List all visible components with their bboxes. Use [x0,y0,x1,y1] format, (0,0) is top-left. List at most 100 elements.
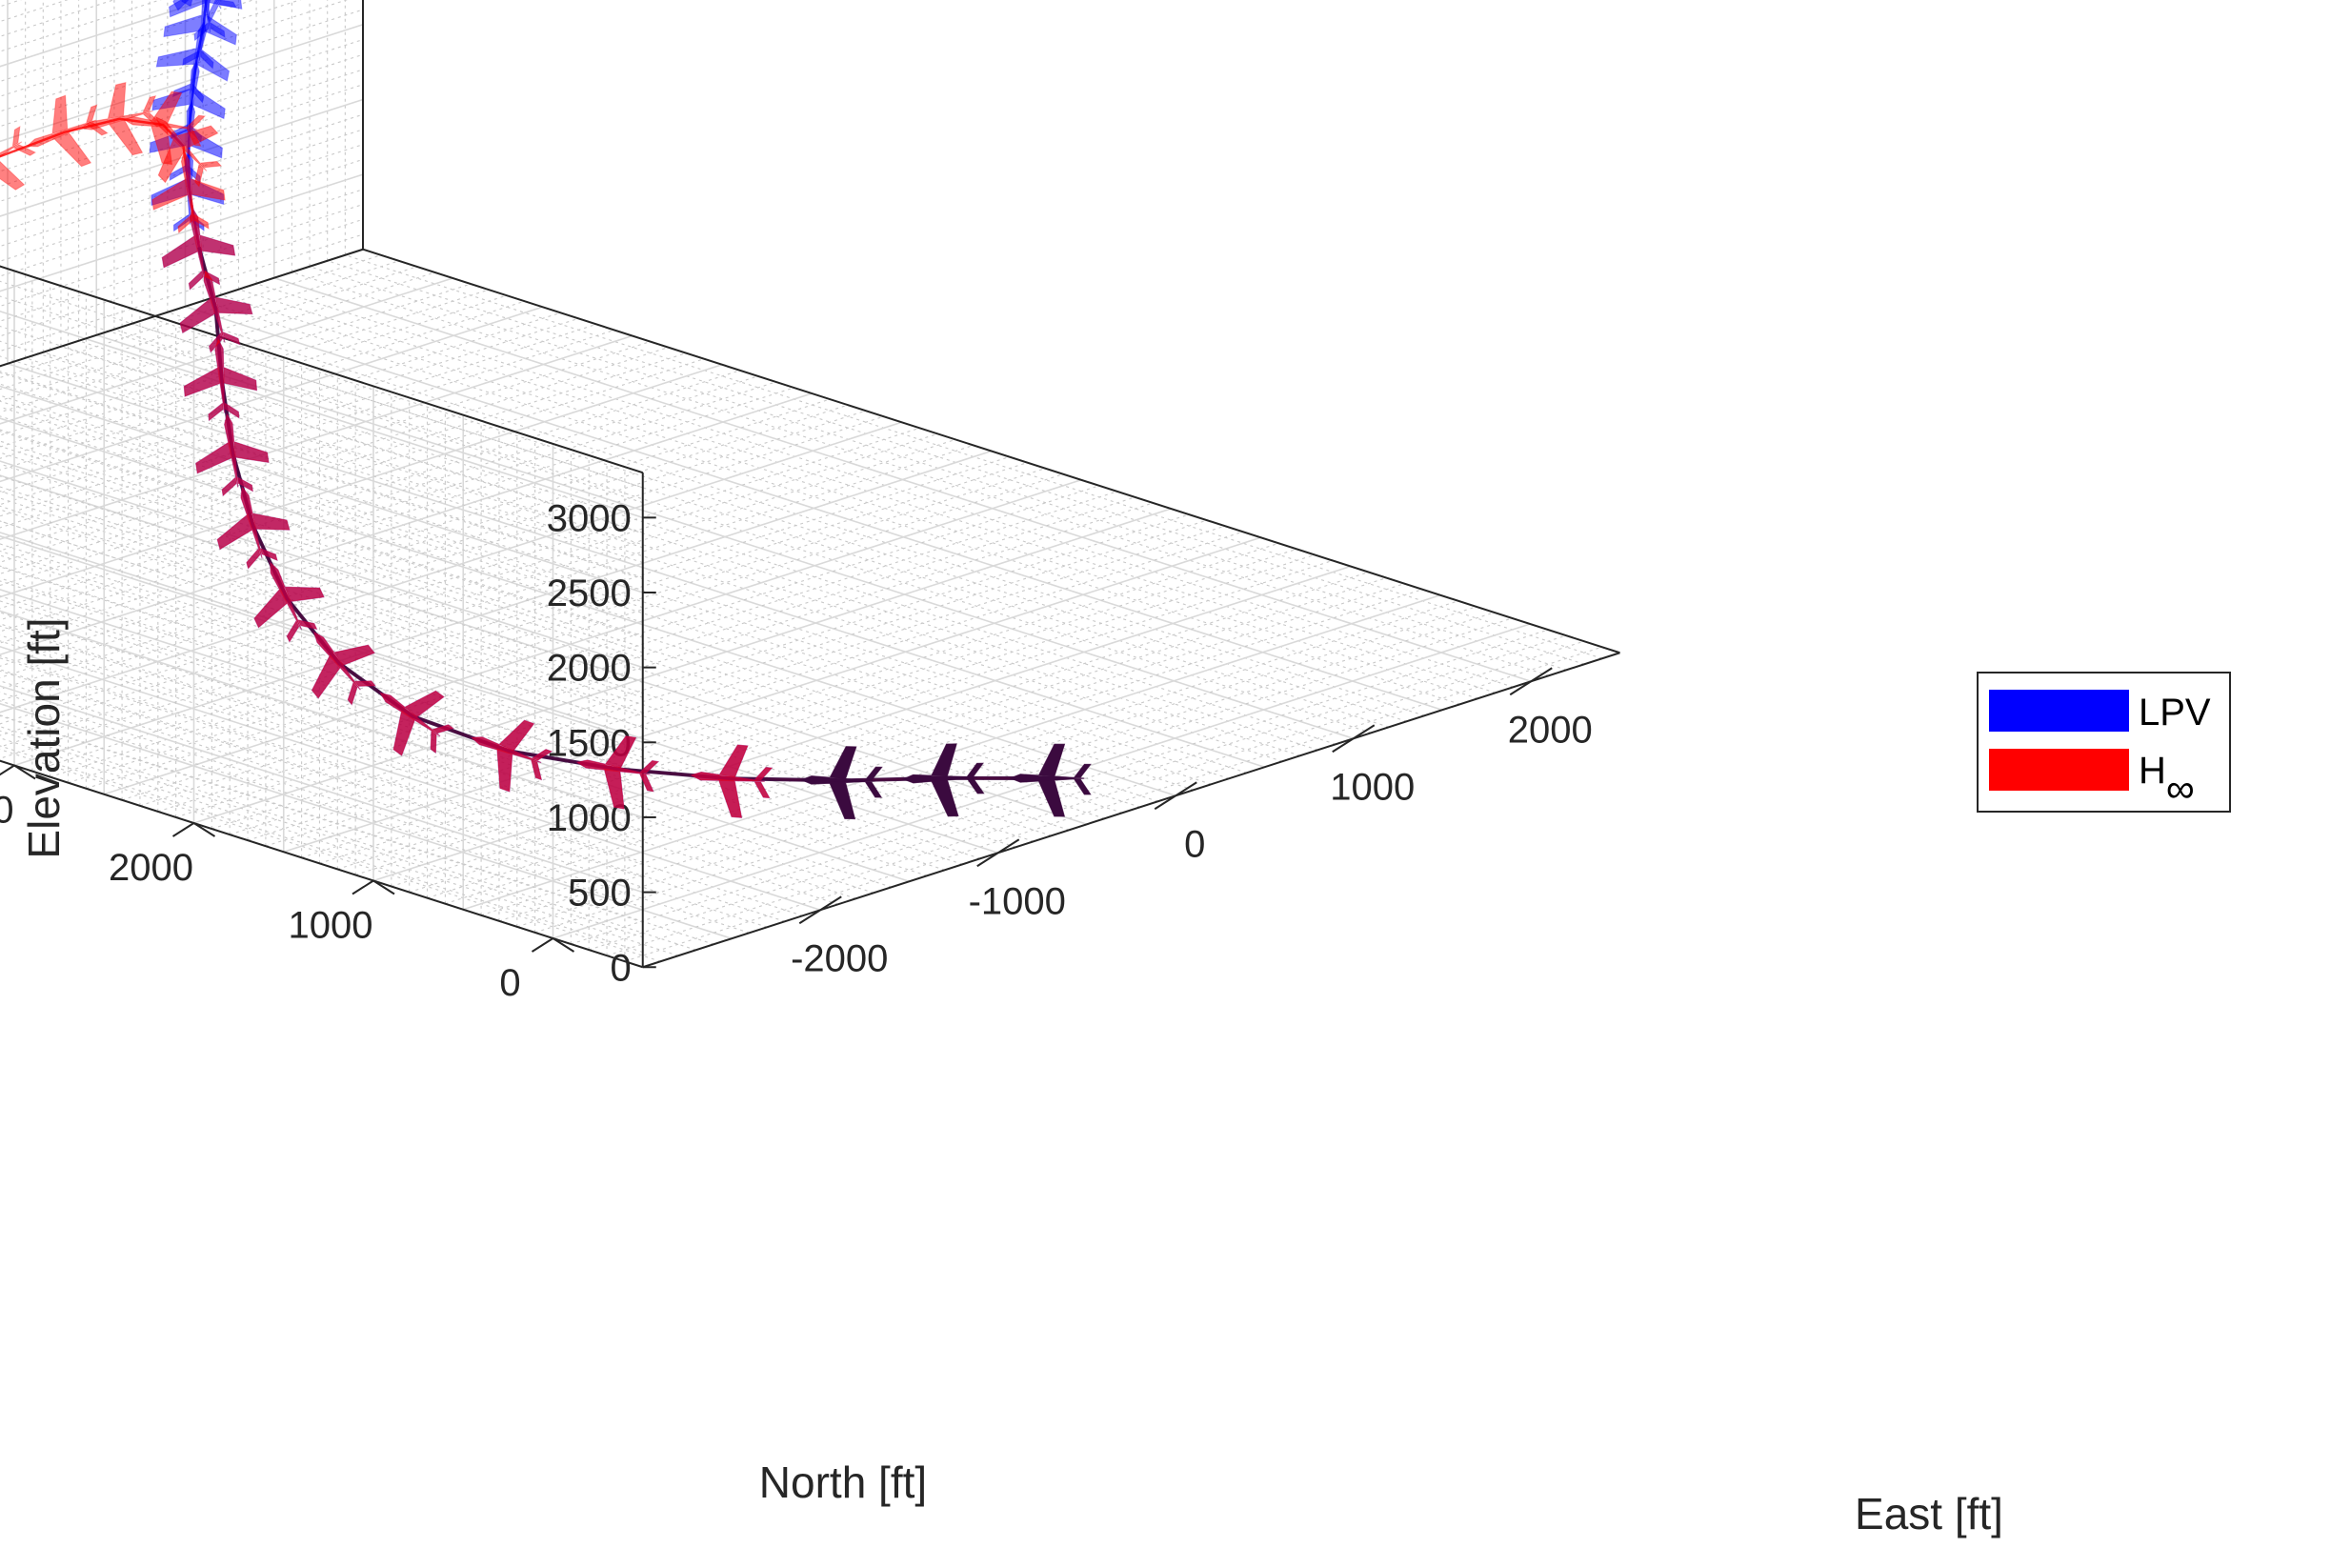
right-wall-gridline [0,158,364,277]
aircraft-marker-hinf [0,122,37,191]
floor-gridline [337,553,1316,870]
aircraft-body [799,746,883,820]
aircraft-marker-hinf [311,631,376,706]
floor-gridline [372,565,1351,882]
aircraft-body [689,744,774,818]
x-tick-label: -2000 [791,937,888,979]
floor-gridline [0,341,651,552]
aircraft-body [901,743,985,817]
floor-gridline [0,323,597,517]
aircraft-body [216,485,291,570]
aircraft-marker-hinf [216,485,291,570]
floor-gridline [480,600,1459,916]
floor-gridline [283,536,1261,854]
floor-gridline [0,392,813,656]
legend-label-hinf: H∞ [2139,750,2195,811]
floor-gridline [0,317,579,506]
legend-label-hinf-base: H [2139,750,2166,792]
floor-gridline [427,583,1405,899]
left-wall-gridline [0,310,643,519]
floor-gridline [121,485,1100,801]
aircraft-body [253,561,325,643]
floor-gridline [0,358,705,587]
aircraft-marker-hinf [378,690,454,756]
z-tick-label: 500 [568,873,632,915]
floor-gridline [157,496,1135,813]
x-tick [819,895,842,912]
floor-gridline [0,589,910,883]
x-tick [997,838,1020,854]
floor-gridline [445,589,1423,905]
floor-gridline [319,548,1297,864]
z-tick-label: 3000 [547,497,632,539]
floor-gridline [13,450,992,767]
floor-gridline [624,646,1602,962]
floor-gridline [0,381,776,633]
aircraft-body [79,81,164,156]
legend-swatch-hinf [1989,749,2129,791]
aircraft-body [161,206,236,291]
y-tick-outer [531,937,554,953]
legend: LPV H∞ [1977,672,2231,813]
z-axis-label: Elevation [ft] [19,617,69,858]
aircraft-marker-hinf [901,743,985,817]
floor-gridline [0,329,615,529]
left-wall-gridline [0,534,643,744]
z-tick-label: 2000 [547,648,632,690]
floor-gridline [0,283,472,436]
aircraft-marker-hinf [183,337,258,422]
y-tick-label: 2000 [109,847,193,889]
floor-gridline [0,427,920,725]
aircraft-body [25,94,109,168]
floor-gridline [230,519,1208,835]
x-tick-label: -1000 [969,880,1066,922]
floor-gridline [0,306,543,483]
x-tick [1175,781,1197,797]
z-tick-label: 0 [611,947,632,989]
floor-gridline [0,289,490,448]
y-tick-outer [0,764,15,776]
floor-gridline [86,473,1064,790]
tick-layer: 0500100015002000250030000100020003000400… [0,497,1593,1004]
aircraft-marker-hinf [195,412,270,497]
floor-gridline [0,444,975,759]
x-tick-outer [976,852,999,868]
floor-gridline [247,525,1225,841]
floor-gridline [0,294,507,459]
legend-label-hinf-sub: ∞ [2166,766,2195,811]
back-floor-edge [0,248,364,368]
aircraft-body [195,412,270,497]
aircraft-marker-lpv [163,0,237,70]
aircraft-marker-hinf [799,746,883,820]
floor-gridline [31,456,1010,773]
floor-gridline [0,421,902,714]
floor-gridline [498,606,1477,922]
floor-gridline [0,271,435,413]
right-wall-gridline [0,39,364,157]
floor-gridline [175,502,1154,818]
floor-gridline [516,612,1495,928]
left-wall-gridline [0,685,643,894]
aircraft-marker-hinf [470,719,553,793]
floor-gridline [0,352,687,574]
floor-gridline [50,462,1028,778]
floor-gridline [0,363,723,598]
y-tick [552,937,575,953]
x-tick-label: 1000 [1330,766,1415,808]
floor-gridline [0,438,956,748]
floor-gridline [139,491,1117,807]
floor-gridline [571,629,1549,945]
left-wall-gridline [0,460,643,669]
x-tick-outer [1509,680,1532,696]
aircraft-marker-lpv [172,0,242,24]
y-tick-label: 0 [499,962,520,1004]
aircraft-marker-hinf [575,735,660,810]
floor-gridline [391,572,1369,888]
floor-gridline [0,312,561,494]
aircraft-marker-hinf [253,561,325,643]
y-tick-outer [352,879,374,895]
y-tick [372,879,395,895]
floor-gridline [211,513,1190,830]
floor-gridline [534,617,1513,934]
